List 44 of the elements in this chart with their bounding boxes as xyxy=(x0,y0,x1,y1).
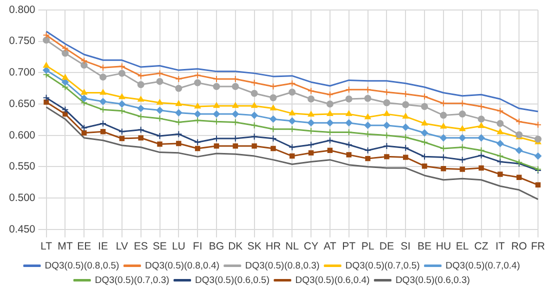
legend-label: DQ3(0.5)(0.7,0.5) xyxy=(345,260,420,272)
y-tick-label: 0.450 xyxy=(8,223,36,236)
x-tick-label: HU xyxy=(436,240,452,253)
x-tick-label: HR xyxy=(266,240,282,253)
x-tick-label: CZ xyxy=(474,240,489,253)
x-tick-label: FI xyxy=(192,240,202,253)
x-tick-label: CY xyxy=(304,240,318,253)
x-tick-label: LU xyxy=(172,240,186,253)
y-tick-label: 0.750 xyxy=(8,35,36,48)
x-tick-label: FR xyxy=(531,240,546,253)
x-tick-label: SK xyxy=(247,240,262,253)
y-tick-label: 0.500 xyxy=(8,192,36,204)
x-tick-label: NL xyxy=(285,240,299,253)
x-tick-label: LT xyxy=(40,240,53,253)
x-tick-label: IT xyxy=(496,240,506,253)
legend-label: DQ3(0.5)(0.6,0.3) xyxy=(395,274,470,286)
x-tick-label: RO xyxy=(511,240,527,253)
legend-label: DQ3(0.5)(0.6,0.4) xyxy=(295,274,370,286)
x-tick-label: ES xyxy=(134,240,148,253)
legend-label: DQ3(0.5)(0.8,0.5) xyxy=(44,260,120,272)
x-tick-label: DE xyxy=(379,240,394,253)
y-tick-label: 0.650 xyxy=(8,98,36,110)
legend-label: DQ3(0.5)(0.7,0.3) xyxy=(94,274,170,286)
x-tick-label: SE xyxy=(152,240,167,253)
x-tick-label: BE xyxy=(418,240,432,253)
x-tick-label: MT xyxy=(58,240,74,253)
y-tick-label: 0.700 xyxy=(8,66,36,79)
legend-label: DQ3(0.5)(0.8,0.3) xyxy=(245,260,320,272)
x-tick-label: DK xyxy=(228,240,243,253)
y-tick-label: 0.600 xyxy=(8,129,36,142)
legend-label: DQ3(0.5)(0.6,0.5) xyxy=(195,274,270,286)
x-tick-label: IE xyxy=(98,240,108,253)
x-tick-label: SI xyxy=(400,240,411,253)
x-tick-label: PT xyxy=(342,240,356,253)
x-tick-label: EL xyxy=(456,240,469,253)
x-tick-label: AT xyxy=(324,240,337,253)
legend-label: DQ3(0.5)(0.8,0.4) xyxy=(144,260,220,272)
x-tick-label: EE xyxy=(77,240,92,253)
legend-label: DQ3(0.5)(0.7,0.4) xyxy=(446,260,520,272)
y-tick-label: 0.800 xyxy=(8,4,36,16)
x-tick-label: LV xyxy=(116,240,128,253)
x-tick-label: BG xyxy=(208,240,224,253)
x-tick-label: PL xyxy=(361,240,374,253)
y-tick-label: 0.550 xyxy=(8,160,36,173)
